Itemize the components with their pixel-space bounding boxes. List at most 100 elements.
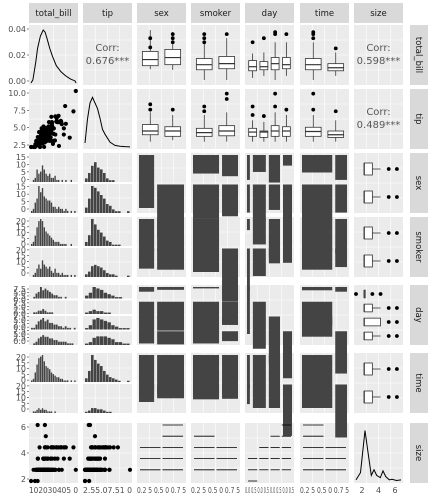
hist-bar <box>42 309 45 314</box>
hist-bar <box>127 380 130 382</box>
hist-bar <box>52 374 54 382</box>
scatter-point <box>51 138 56 143</box>
scatter-point <box>42 456 47 461</box>
row-strip-label-sex: sex <box>413 176 423 191</box>
row-strip-label-time: time <box>413 373 423 392</box>
hist-bar <box>38 173 40 182</box>
boxplot-outlier <box>386 231 391 235</box>
scatter-point <box>87 478 92 484</box>
scatter-point <box>37 467 43 472</box>
hist-bar <box>38 186 40 213</box>
hist-bar <box>103 270 106 277</box>
hist-bar <box>65 179 67 182</box>
mosaic-bar <box>247 155 250 180</box>
hist-bar <box>85 241 88 246</box>
mosaic-bar <box>193 316 220 334</box>
row-strip-size <box>410 423 428 483</box>
hist-bar <box>112 274 115 277</box>
y-tick-label: 20 <box>16 382 26 391</box>
boxplot-outlier <box>395 367 399 371</box>
density-size <box>355 430 402 481</box>
x-tick-label: 4 <box>376 486 381 495</box>
hist-bar <box>70 243 72 246</box>
boxplot-outlier <box>333 109 338 114</box>
y-tick-label: 10 <box>16 229 26 238</box>
hist-bar <box>49 173 51 182</box>
hist-bar <box>61 208 63 213</box>
mosaic-bar <box>268 316 280 364</box>
hist-bar <box>42 290 45 299</box>
y-tick-label: 5.0 <box>13 302 26 311</box>
hist-bar <box>47 175 49 182</box>
hist-bar <box>40 310 42 314</box>
scatter-point <box>103 445 108 450</box>
correlation-label: Corr: <box>366 43 390 54</box>
mosaic-bar <box>335 184 347 213</box>
scatter-point <box>42 144 47 150</box>
scatter-point <box>54 119 59 124</box>
boxplot-outlier <box>386 367 391 371</box>
y-tick-label: 15 <box>16 223 26 232</box>
mosaic-bar <box>252 219 266 245</box>
hist-bar <box>59 208 62 213</box>
mosaic-bar <box>302 219 333 251</box>
hist-bar <box>31 210 33 213</box>
mosaic-bar <box>252 155 266 172</box>
scatter-point <box>86 422 91 428</box>
mosaic-bar <box>252 355 266 408</box>
scatter-point <box>63 121 68 126</box>
scatter-point <box>73 467 78 472</box>
hist-bar <box>111 295 115 299</box>
hist-bar <box>94 408 97 413</box>
mosaic-bar <box>302 248 333 270</box>
hist-bar <box>85 343 89 345</box>
scatter-point <box>115 445 120 450</box>
boxplot-outlier <box>284 32 289 37</box>
scatter-point <box>59 467 64 472</box>
hist-bar <box>100 409 103 413</box>
column-strip-label-time: time <box>315 9 334 19</box>
hist-bar <box>103 236 106 246</box>
y-tick-label: 20 <box>16 353 26 362</box>
hist-bar <box>103 336 108 345</box>
hist-bar <box>85 378 88 382</box>
hist-bar <box>127 275 130 277</box>
hist-bar <box>91 355 94 382</box>
hist-bar <box>118 244 121 246</box>
hist-bar <box>85 274 88 277</box>
hist-bar <box>71 343 74 345</box>
mosaic-bar <box>193 384 220 400</box>
hist-bar <box>41 165 44 182</box>
boxplot-outlier <box>395 167 399 171</box>
hist-bar <box>112 378 115 382</box>
hist-bar <box>47 268 49 277</box>
correlation-value: 0.676*** <box>86 56 130 67</box>
mosaic-bar <box>247 248 250 291</box>
boxplot-outlier <box>202 109 207 114</box>
hist-bar <box>32 411 35 413</box>
hist-bar <box>34 202 36 213</box>
boxplot-outlier <box>395 306 399 310</box>
hist-bar <box>100 311 104 314</box>
hist-bar <box>54 206 56 213</box>
mosaic-bar <box>247 184 250 213</box>
mosaic-bar <box>139 316 155 332</box>
hist-bar <box>44 288 47 299</box>
hist-bar <box>112 244 115 246</box>
boxplot-outlier <box>273 91 278 96</box>
hist-bar <box>70 210 72 213</box>
hist-bar <box>41 355 44 382</box>
y-tick-label: 10 <box>16 365 26 374</box>
scatter-point <box>56 143 62 149</box>
hist-bar <box>92 309 96 314</box>
boxplot-outlier <box>395 259 399 263</box>
scatter-point <box>51 467 56 472</box>
hist-bar <box>43 227 45 246</box>
hist-bar <box>58 179 60 182</box>
hist-bar <box>43 361 45 382</box>
boxplot-box <box>363 254 373 268</box>
mosaic-bar <box>252 301 266 349</box>
hist-bar <box>32 208 35 213</box>
y-tick-label: 5.0 <box>13 316 26 325</box>
hist-bar <box>91 266 94 277</box>
